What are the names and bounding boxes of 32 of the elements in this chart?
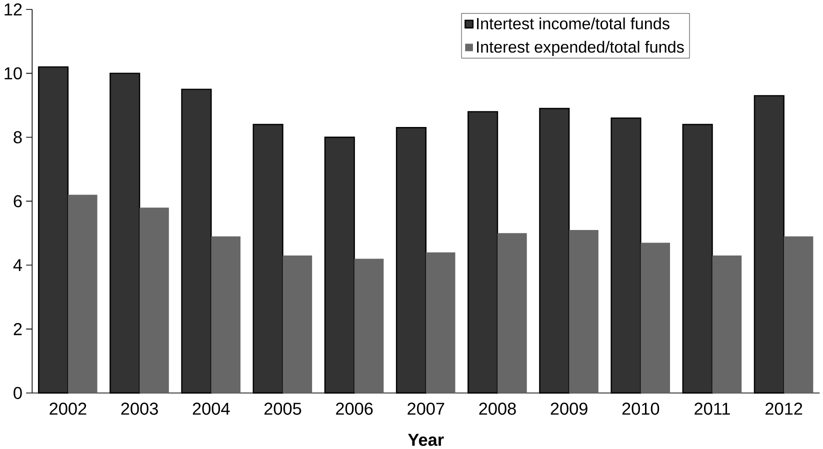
x-axis-title: Year <box>408 434 444 446</box>
x-tick-label: 2010 <box>622 402 660 415</box>
bar <box>282 255 312 393</box>
x-tick-label: 2007 <box>408 402 444 415</box>
x-tick-label: 2003 <box>121 402 158 415</box>
y-tick-label: 2 <box>14 322 22 335</box>
x-tick-label: 2002 <box>50 402 86 415</box>
bar <box>354 258 384 393</box>
bar <box>68 194 98 393</box>
y-tick-label: 4 <box>13 259 22 271</box>
y-tick-label: 10 <box>4 67 22 80</box>
y-tick-label: 12 <box>4 3 22 16</box>
bar <box>640 242 670 393</box>
x-tick-label: 2006 <box>336 402 373 415</box>
x-tick-label: 2008 <box>479 402 516 415</box>
legend-label: Intertest income/total funds <box>477 17 670 30</box>
bar <box>784 236 814 393</box>
bar <box>140 207 169 393</box>
bar <box>569 230 598 393</box>
legend-label: Interest expended/total funds <box>477 40 684 56</box>
x-tick-label: 2009 <box>550 402 588 415</box>
bar <box>712 255 742 393</box>
x-tick-label: 2004 <box>192 402 230 415</box>
bar <box>426 252 456 393</box>
x-tick-label: 2011 <box>694 402 730 415</box>
x-tick-label: 2005 <box>264 402 302 415</box>
y-tick-label: 0 <box>14 386 22 399</box>
bar <box>497 233 527 393</box>
y-tick-label: 6 <box>14 194 22 208</box>
x-tick-label: 2012 <box>766 402 802 415</box>
bar <box>211 236 240 393</box>
y-tick-label: 8 <box>14 131 22 144</box>
